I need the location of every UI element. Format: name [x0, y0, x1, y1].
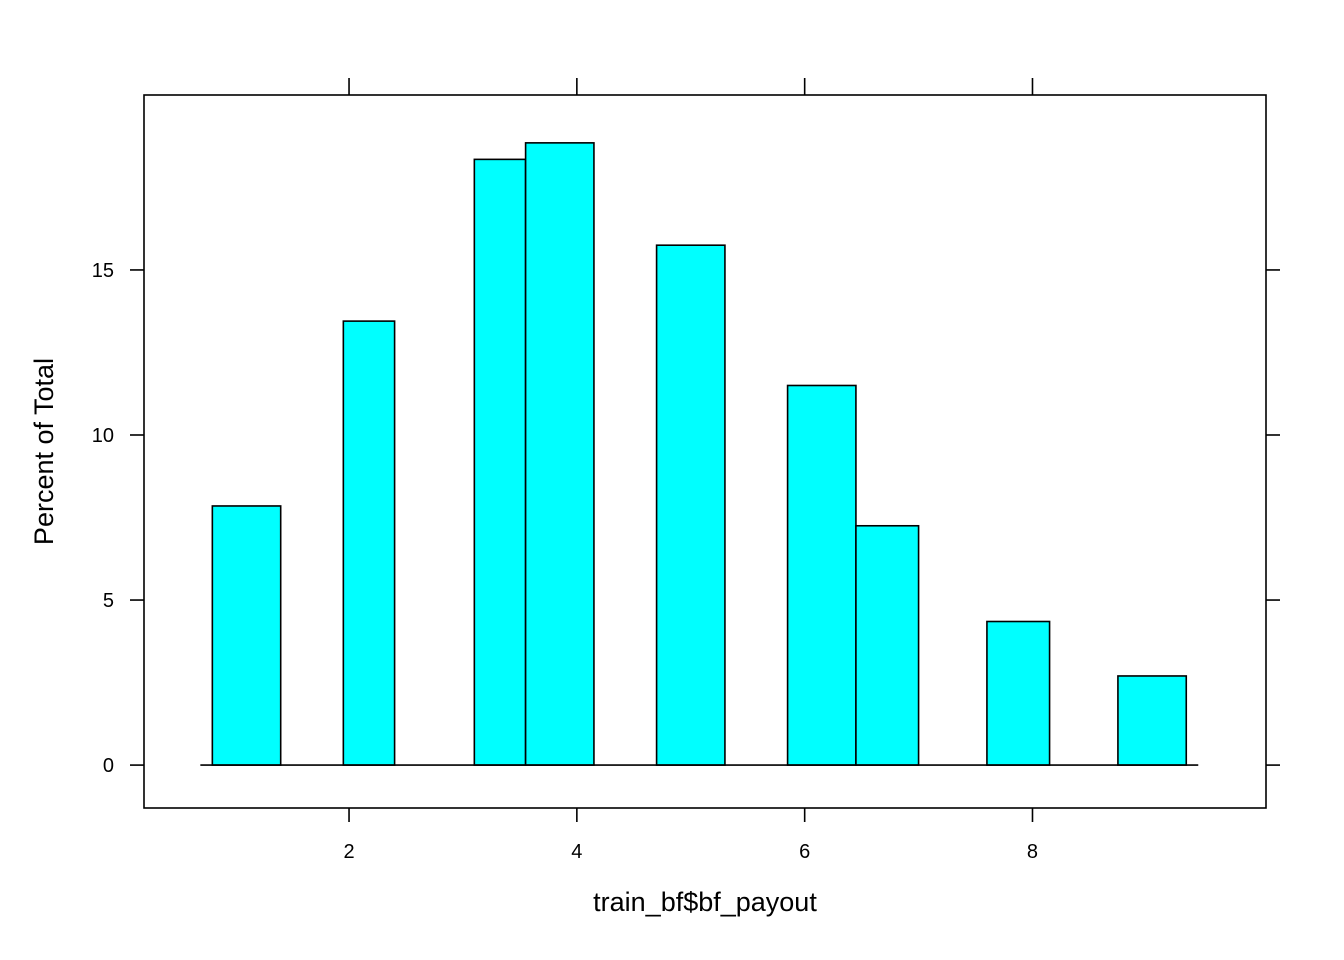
- y-tick-label-15: 15: [92, 260, 114, 282]
- y-axis-title: Percent of Total: [29, 358, 59, 545]
- histogram-bar-4: [473, 158, 527, 766]
- axis-ticks: 2 4 6 8 0 5 10 15: [92, 78, 1280, 863]
- histogram-bar-10: [855, 524, 920, 766]
- bars-group: [211, 142, 1188, 766]
- x-axis-title: train_bf$bf_payout: [593, 887, 817, 917]
- x-tick-label-8: 8: [1027, 841, 1038, 863]
- histogram-bar-12: [986, 620, 1051, 766]
- y-tick-label-5: 5: [103, 590, 114, 612]
- histogram-bar-14: [1117, 675, 1188, 766]
- x-tick-label-6: 6: [799, 841, 810, 863]
- histogram-bar-7: [655, 244, 726, 766]
- histogram-bar-5: [524, 142, 595, 766]
- histogram-bar-0: [211, 505, 282, 766]
- y-tick-label-0: 0: [103, 755, 114, 777]
- x-tick-label-2: 2: [343, 841, 354, 863]
- histogram-bar-9: [786, 384, 857, 766]
- plot-frame: [143, 94, 1267, 809]
- y-tick-label-10: 10: [92, 425, 114, 447]
- histogram-bar-2: [342, 320, 396, 766]
- x-tick-label-4: 4: [571, 841, 582, 863]
